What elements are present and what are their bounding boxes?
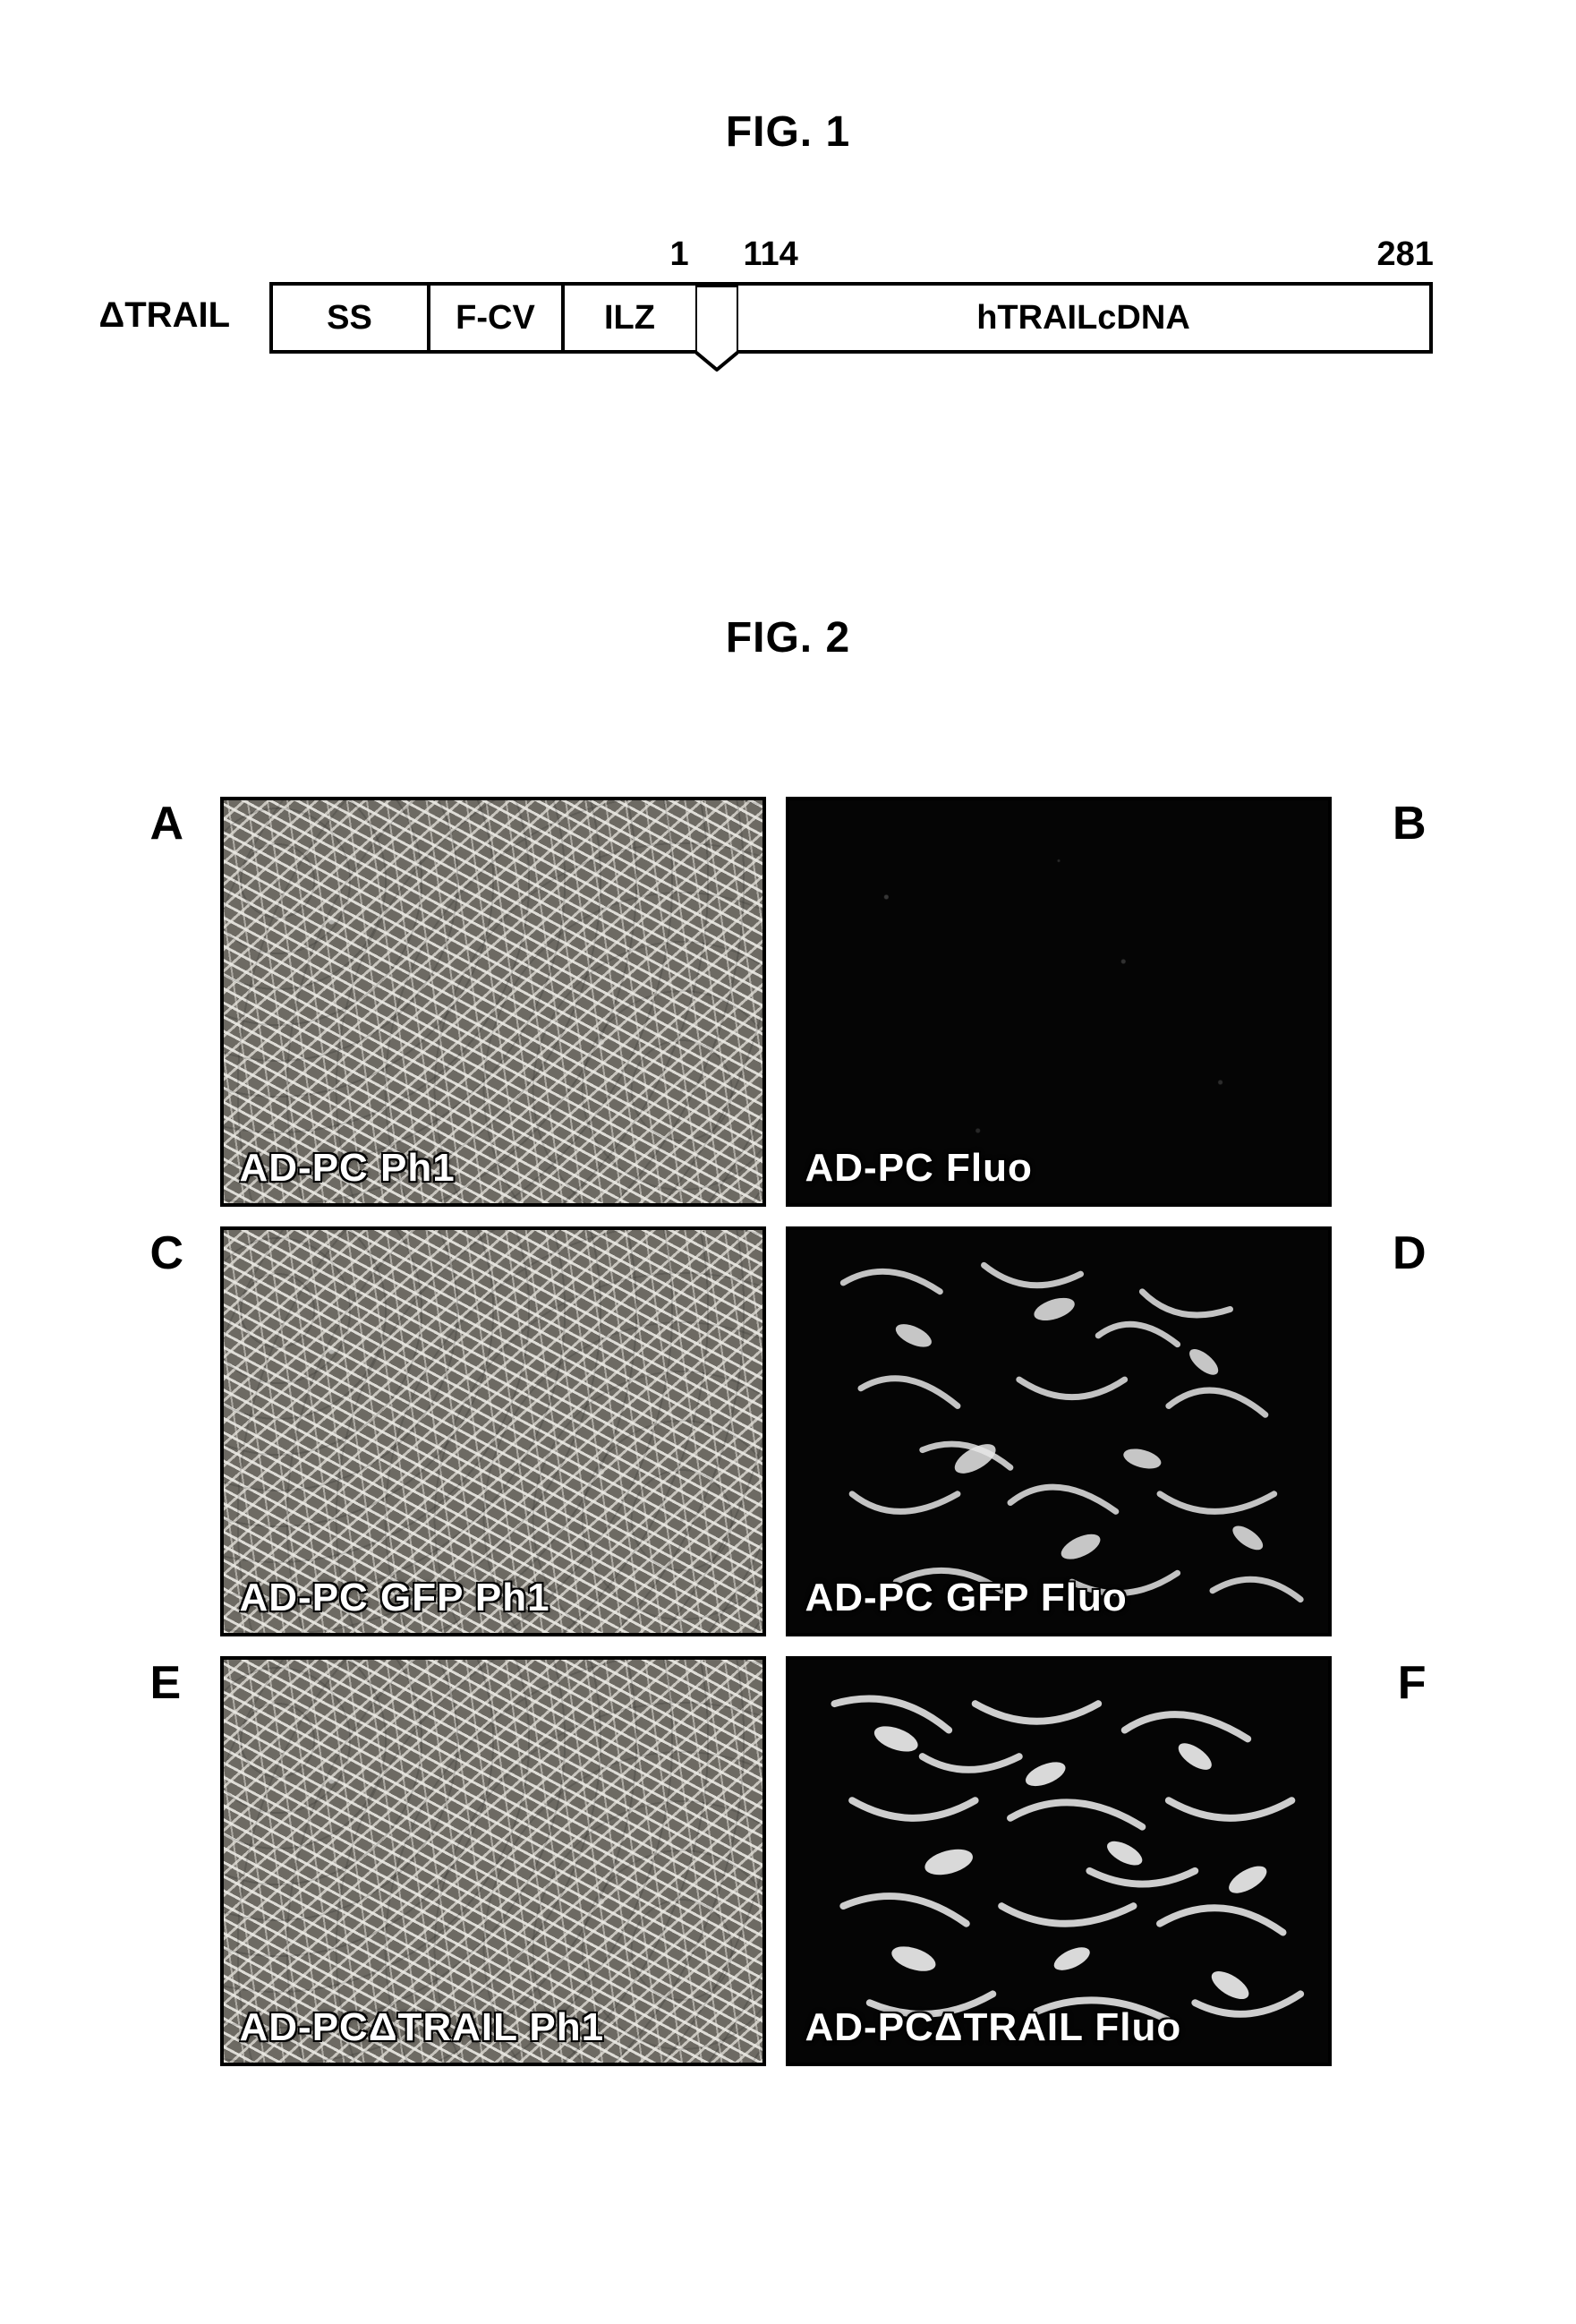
panel-letter-a: A bbox=[150, 797, 184, 850]
panel-d-caption: AD-PC GFP Fluo bbox=[805, 1576, 1128, 1620]
fig2-title: FIG. 2 bbox=[0, 613, 1576, 662]
fig1-pos-cdna-end: 281 bbox=[1377, 235, 1434, 274]
panel-f-caption: AD-PCΔTRAIL Fluo bbox=[805, 2005, 1182, 2050]
fluo-cells-texture bbox=[789, 1660, 1328, 2063]
fig2-row: E AD-PCΔTRAIL Ph1 bbox=[220, 1656, 1357, 2066]
fluo-dark-texture bbox=[789, 800, 1328, 1203]
fig1-construct: SS F-CV ILZ hTRAILcDNA bbox=[269, 282, 1433, 354]
fig2-row: C AD-PC GFP Ph1 bbox=[220, 1226, 1357, 1636]
fig1-title: FIG. 1 bbox=[0, 107, 1576, 157]
fig1-pos-cdna-start: 114 bbox=[744, 235, 798, 274]
seg-gap-notch bbox=[699, 282, 735, 354]
panel-letter-e: E bbox=[150, 1656, 182, 1710]
page: FIG. 1 ΔTRAIL 1 114 281 SS F-CV ILZ hTRA… bbox=[0, 0, 1576, 2324]
panel-letter-d: D bbox=[1393, 1226, 1427, 1280]
panel-b: AD-PC Fluo bbox=[786, 797, 1332, 1207]
fig1-pos-gap-start: 1 bbox=[670, 235, 689, 274]
panel-f: AD-PCΔTRAIL Fluo bbox=[786, 1656, 1332, 2066]
fig1-construct-label: ΔTRAIL bbox=[99, 295, 231, 336]
seg-ss: SS bbox=[269, 282, 430, 354]
fig1-diagram: ΔTRAIL 1 114 281 SS F-CV ILZ hTRAILcDNA bbox=[117, 219, 1460, 452]
panel-b-caption: AD-PC Fluo bbox=[805, 1146, 1033, 1191]
fluo-cells-texture bbox=[789, 1230, 1328, 1633]
seg-ilz: ILZ bbox=[565, 282, 699, 354]
panel-d: AD-PC GFP Fluo bbox=[786, 1226, 1332, 1636]
panel-letter-f: F bbox=[1398, 1656, 1427, 1710]
seg-cdna: hTRAILcDNA bbox=[735, 282, 1433, 354]
panel-letter-c: C bbox=[150, 1226, 184, 1280]
panel-c-caption: AD-PC GFP Ph1 bbox=[240, 1576, 550, 1620]
panel-e-caption: AD-PCΔTRAIL Ph1 bbox=[240, 2005, 605, 2050]
panel-a-caption: AD-PC Ph1 bbox=[240, 1146, 456, 1191]
panel-e: AD-PCΔTRAIL Ph1 bbox=[220, 1656, 766, 2066]
seg-fcv: F-CV bbox=[430, 282, 565, 354]
fig2-container: A AD-PC Ph1 AD-PC Fluo B C AD-PC GFP Ph1 bbox=[117, 797, 1460, 2066]
panel-c: AD-PC GFP Ph1 bbox=[220, 1226, 766, 1636]
panel-a: AD-PC Ph1 bbox=[220, 797, 766, 1207]
phase-texture bbox=[224, 1660, 762, 2063]
phase-texture bbox=[224, 1230, 762, 1633]
panel-letter-b: B bbox=[1393, 797, 1427, 850]
fig2-row: A AD-PC Ph1 AD-PC Fluo B bbox=[220, 797, 1357, 1207]
fig2-grid: A AD-PC Ph1 AD-PC Fluo B C AD-PC GFP Ph1 bbox=[220, 797, 1357, 2066]
phase-texture bbox=[224, 800, 762, 1203]
